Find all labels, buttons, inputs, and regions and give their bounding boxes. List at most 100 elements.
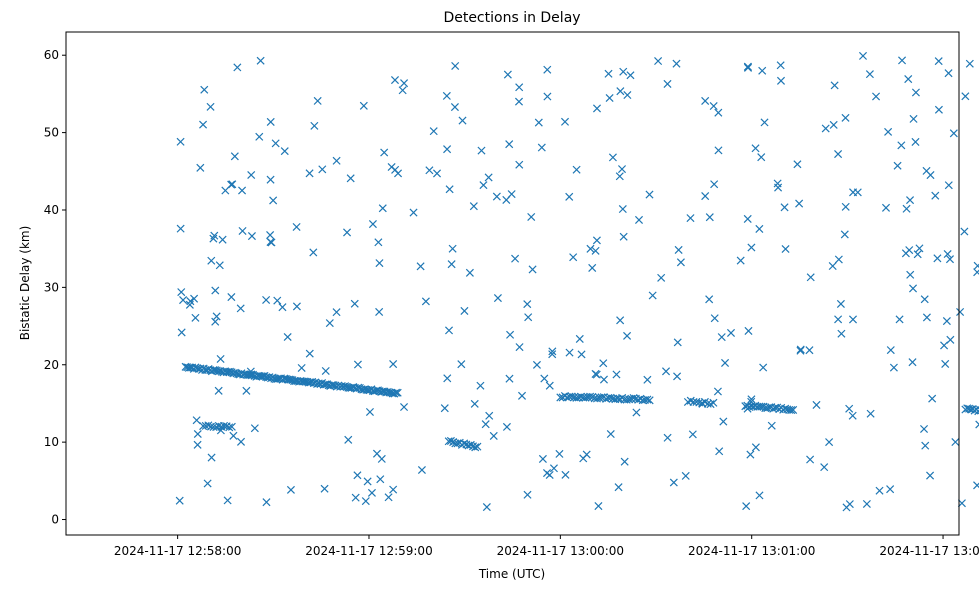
clutter-point (657, 273, 666, 282)
clutter-point (714, 146, 723, 155)
clutter-point (837, 329, 846, 338)
clutter-point (207, 256, 216, 265)
clutter-point (951, 438, 960, 447)
clutter-point (898, 56, 907, 65)
clutter-point (470, 399, 479, 408)
clutter-point (206, 102, 215, 111)
track-point (446, 436, 455, 445)
clutter-point (185, 300, 194, 309)
clutter-point (676, 258, 685, 267)
track-point (567, 392, 576, 401)
track-point (625, 395, 634, 404)
clutter-point (218, 235, 227, 244)
clutter-point (429, 127, 438, 136)
clutter-point (465, 268, 474, 277)
clutter-point (893, 161, 902, 170)
clutter-point (591, 246, 600, 255)
clutter-point (203, 479, 212, 488)
clutter-point (320, 484, 329, 493)
track-point (214, 367, 223, 376)
clutter-point (565, 192, 574, 201)
clutter-point (398, 86, 407, 95)
clutter-point (292, 222, 301, 232)
clutter-point (196, 163, 205, 172)
clutter-point (353, 471, 362, 480)
clutter-point (214, 386, 223, 395)
clutter-point (715, 447, 724, 456)
clutter-point (858, 51, 868, 60)
clutter-point (228, 180, 237, 189)
track-point (473, 442, 482, 451)
track-point (247, 371, 256, 380)
clutter-point (266, 237, 275, 247)
clutter-point (528, 265, 537, 274)
clutter-point (673, 338, 682, 347)
clutter-point (928, 394, 937, 403)
clutter-point (175, 496, 184, 505)
clutter-point (384, 493, 393, 502)
clutter-point (318, 165, 327, 174)
clutter-point (582, 450, 591, 459)
clutter-point (648, 291, 657, 300)
track-point (393, 388, 402, 397)
clutter-point (701, 96, 710, 105)
clutter-point (713, 387, 722, 396)
clutter-point (297, 363, 306, 372)
clutter-point (229, 431, 238, 440)
clutter-point (515, 83, 524, 92)
clutter-point (389, 360, 398, 369)
clutter-point (575, 334, 584, 343)
clutter-point (909, 114, 918, 123)
clutter-point (895, 315, 904, 324)
clutter-point (793, 160, 802, 169)
clutter-point (515, 343, 524, 352)
clutter-point (612, 370, 621, 379)
clutter-point (374, 238, 383, 247)
clutter-point (523, 490, 532, 499)
clutter-point (606, 429, 615, 439)
clutter-point (884, 127, 893, 136)
clutter-point (457, 360, 466, 369)
track-point (224, 367, 233, 376)
clutter-point (230, 152, 239, 161)
x-tick-label: 2024-11-17 12:58:00 (114, 544, 241, 558)
clutter-point (743, 63, 753, 72)
clutter-point (524, 313, 533, 322)
track-point (299, 377, 308, 386)
clutter-point (443, 374, 452, 383)
clutter-point (848, 411, 857, 420)
clutter-point (911, 88, 920, 97)
clutter-point (305, 169, 314, 178)
clutter-point (901, 249, 910, 258)
clutter-point (266, 117, 275, 126)
x-tick-label: 2024-11-17 12:59:00 (305, 544, 432, 558)
clutter-point (747, 395, 756, 404)
clutter-point (549, 464, 558, 473)
clutter-point (634, 215, 644, 224)
clutter-point (517, 391, 527, 400)
clutter-point (714, 108, 723, 117)
track-point (204, 421, 213, 430)
clutter-point (443, 145, 452, 154)
clutter-point (825, 438, 834, 447)
clutter-point (608, 153, 617, 162)
clutter-point (442, 91, 451, 100)
clutter-point (190, 294, 199, 303)
clutter-point (514, 97, 524, 106)
clutter-point (350, 299, 359, 308)
clutter-point (493, 294, 502, 303)
track-point (787, 406, 796, 415)
clutter-point (223, 496, 232, 505)
clutter-point (503, 70, 512, 79)
clutter-point (795, 199, 804, 208)
clutter-point (845, 404, 854, 413)
clutter-point (796, 345, 805, 354)
clutter-point (776, 76, 786, 85)
clutter-point (913, 250, 922, 259)
clutter-point (931, 191, 940, 200)
clutter-point (343, 228, 352, 237)
clutter-point (755, 224, 764, 233)
clutter-point (400, 402, 409, 412)
clutter-point (266, 175, 275, 184)
